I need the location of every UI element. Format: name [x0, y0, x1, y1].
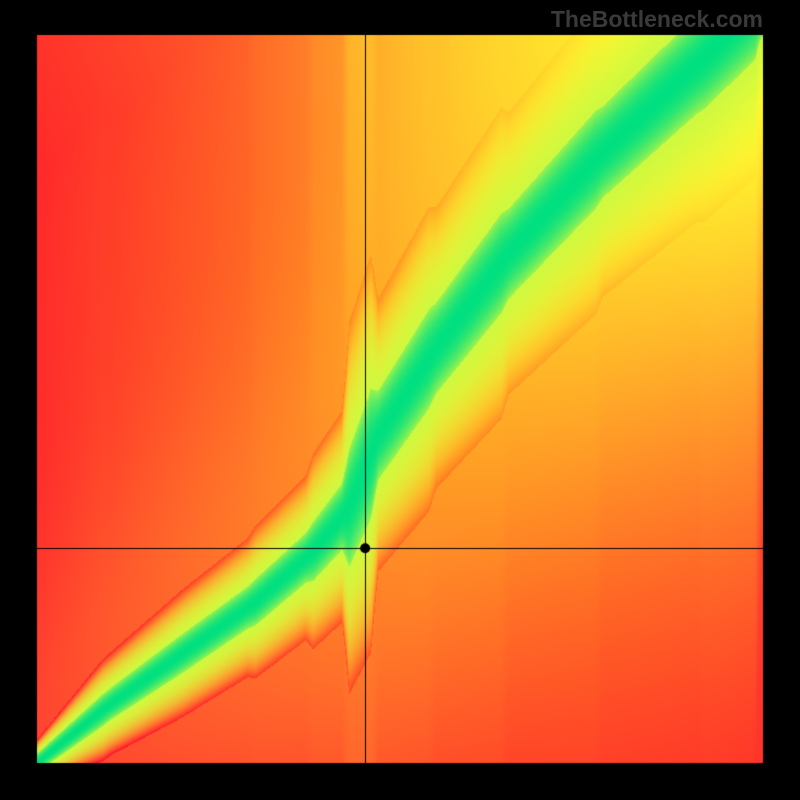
bottleneck-heatmap-chart	[0, 0, 800, 800]
watermark-text: TheBottleneck.com	[551, 6, 763, 33]
chart-container: TheBottleneck.com	[0, 0, 800, 800]
